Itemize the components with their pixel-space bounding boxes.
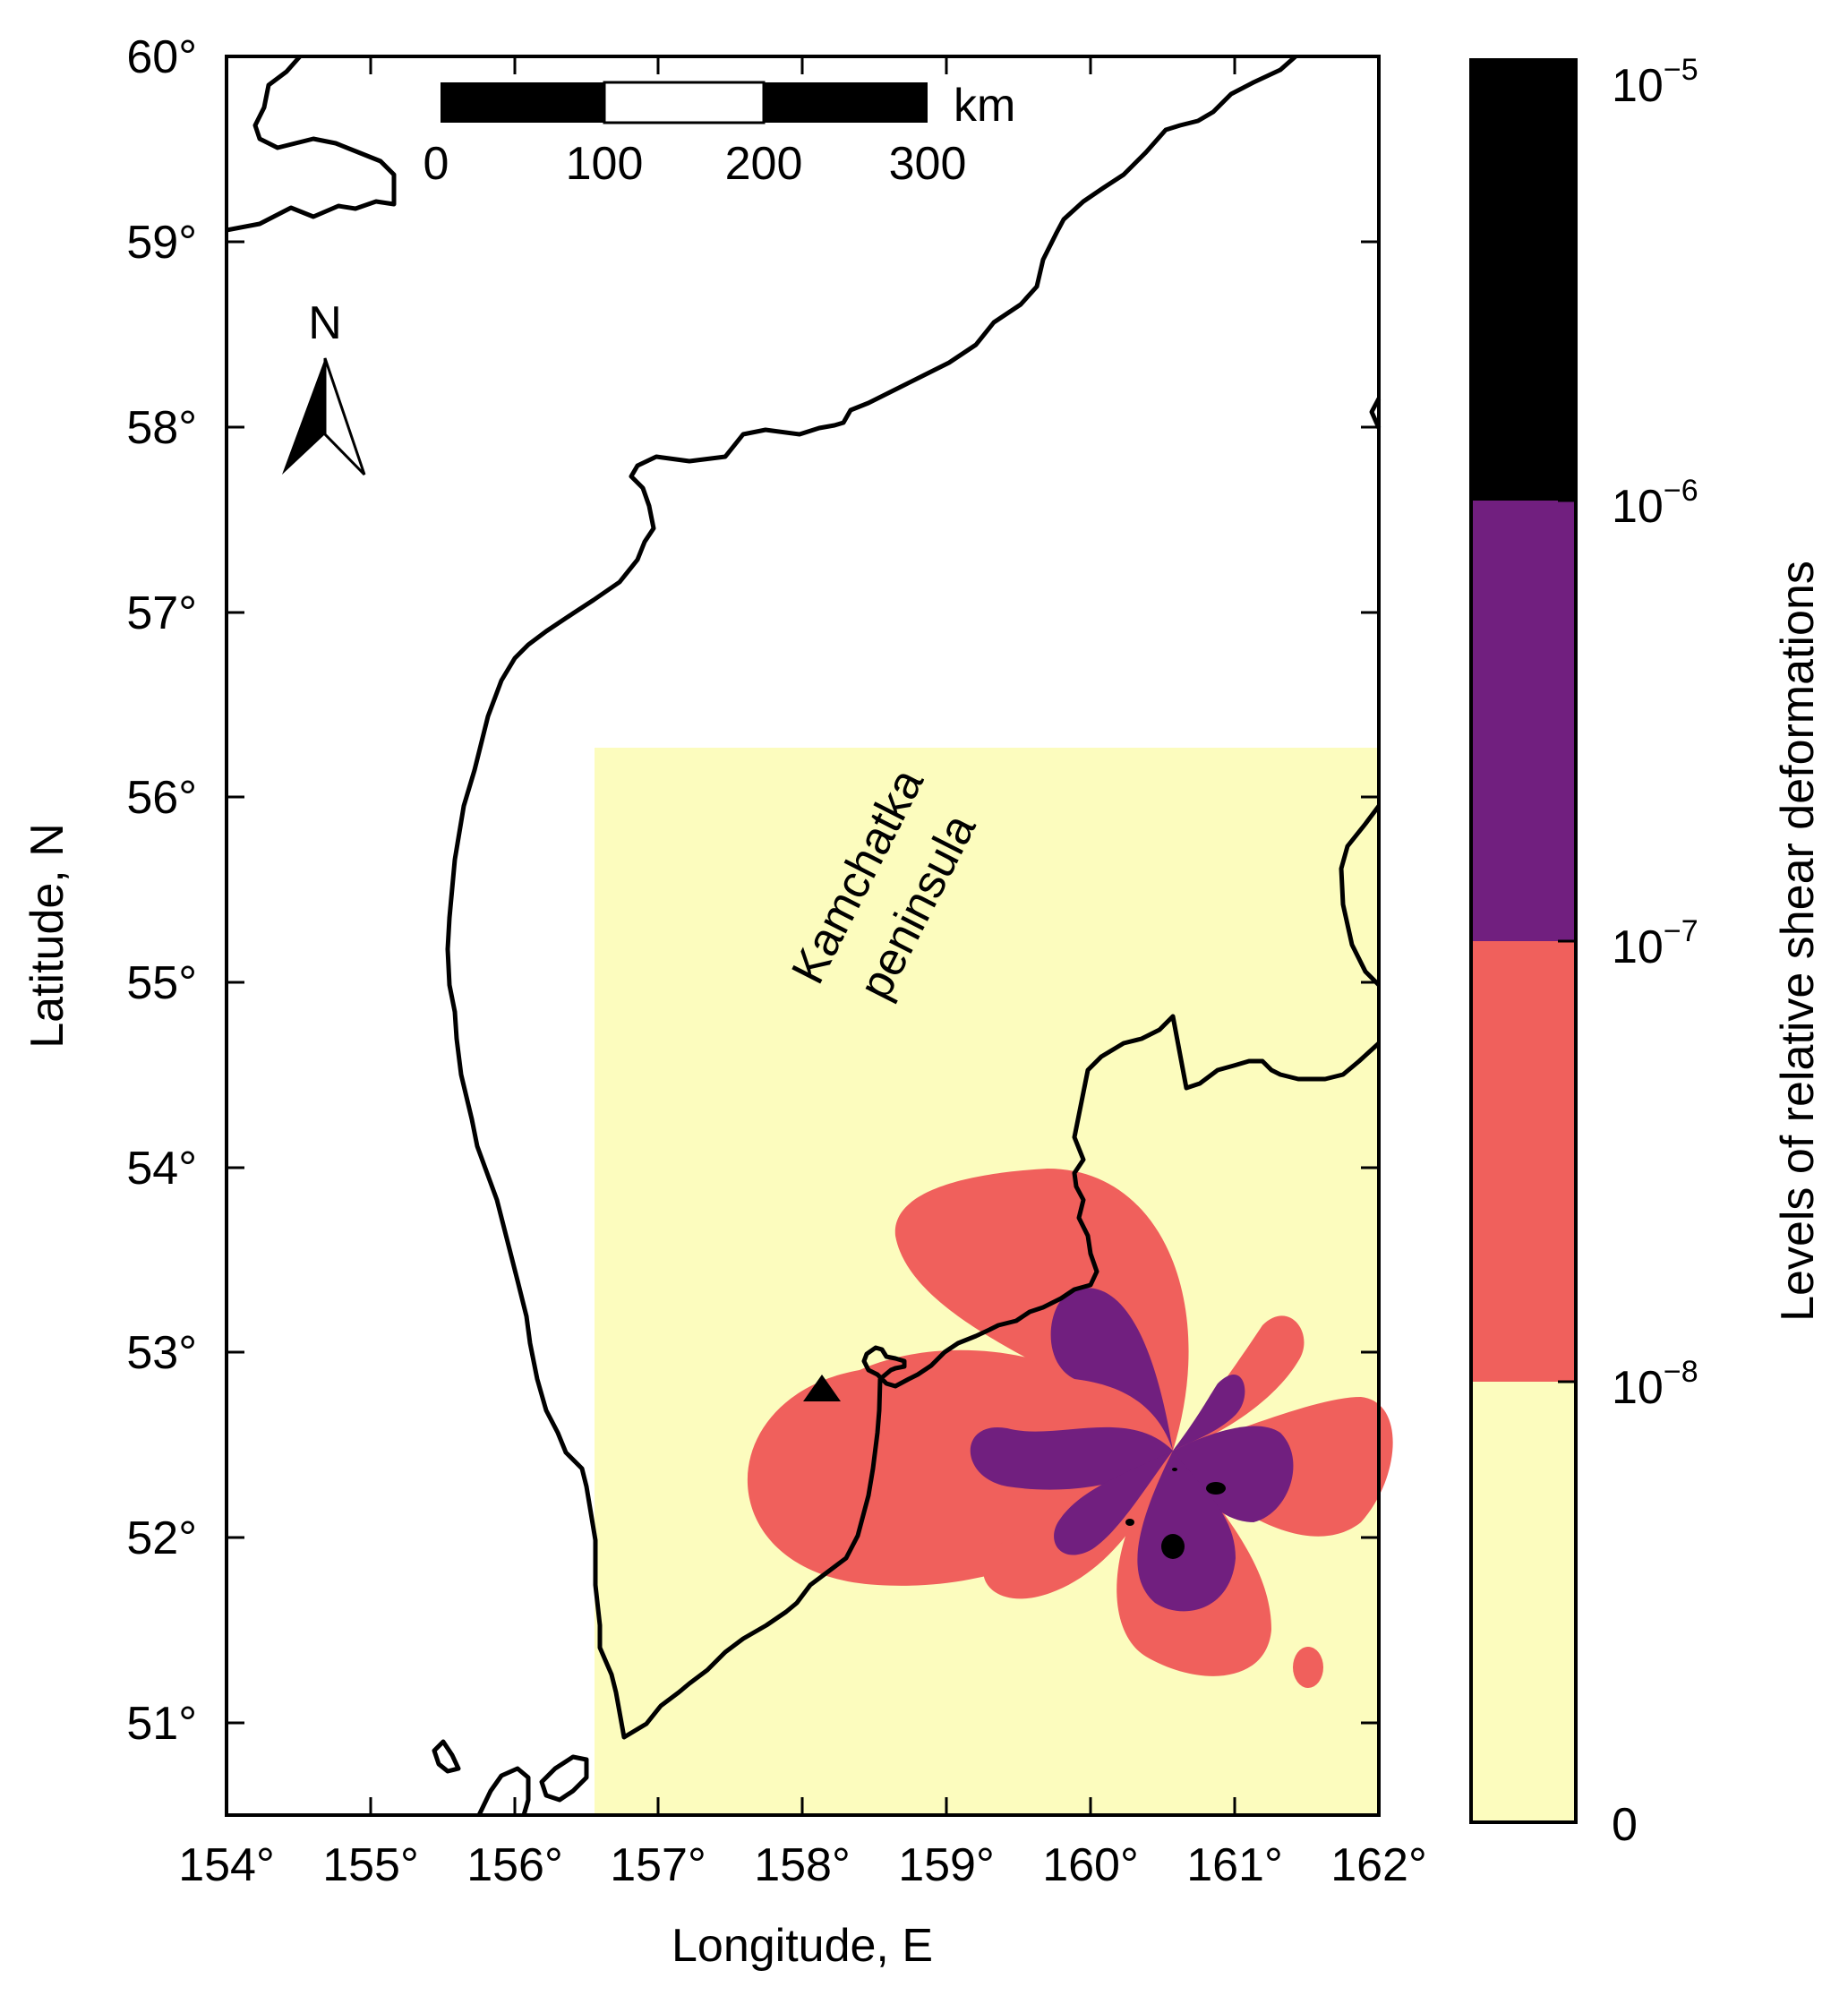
coastline xyxy=(226,55,1382,1817)
x-tick-label: 154° xyxy=(178,1839,275,1891)
x-tick-label: 162° xyxy=(1330,1839,1427,1891)
north-arrow-light-half xyxy=(323,357,366,476)
scale-tick-label: 300 xyxy=(889,138,967,190)
station-triangle-marker xyxy=(803,1375,841,1401)
y-axis-title: Latitude, N xyxy=(21,823,73,1049)
y-tick-label: 55° xyxy=(126,957,197,1009)
x-axis-title: Longitude, E xyxy=(672,1920,933,1972)
colorbar-swatch-1 xyxy=(1471,941,1576,1382)
level-1e-7-zone xyxy=(970,1288,1294,1612)
north-arrow-dark-half xyxy=(282,358,325,475)
scale-segment xyxy=(603,81,766,124)
y-tick-label: 59° xyxy=(126,217,197,269)
scale-segment xyxy=(764,82,928,123)
y-tick-label: 54° xyxy=(126,1143,197,1195)
x-tick-label: 158° xyxy=(754,1839,851,1891)
level-1e-6-zone xyxy=(1125,1468,1226,1559)
colorbar-level-label: 10−5 xyxy=(1612,53,1698,112)
x-tick-label: 157° xyxy=(610,1839,706,1891)
scale-tick-label: 100 xyxy=(566,138,644,190)
x-tick-labels: 154° 155° 156° 157° 158° 159° 160° 161° … xyxy=(178,1839,1427,1891)
y-tick-label: 51° xyxy=(126,1698,197,1750)
x-tick-label: 156° xyxy=(466,1839,563,1891)
y-tick-label: 56° xyxy=(126,772,197,824)
x-tick-label: 155° xyxy=(322,1839,419,1891)
scale-tick-label: 200 xyxy=(725,138,803,190)
north-arrow: N xyxy=(282,297,366,476)
colorbar-level-label: 10−6 xyxy=(1612,474,1698,533)
scale-bar: km 0 100 200 300 xyxy=(424,80,1016,190)
colorbar: 0 10−8 10−7 10−6 10−5 Levels of relative… xyxy=(1469,53,1824,1851)
colorbar-level-label: 10−7 xyxy=(1612,914,1698,973)
colorbar-title: Levels of relative shear deformations xyxy=(1772,561,1824,1322)
y-tick-label: 52° xyxy=(126,1512,197,1564)
scale-segment xyxy=(441,82,604,123)
y-tick-label: 60° xyxy=(126,31,197,83)
colorbar-level-label: 10−8 xyxy=(1612,1355,1698,1414)
colorbar-level-label: 0 xyxy=(1612,1799,1638,1851)
colorbar-swatch-0 xyxy=(1471,1382,1576,1822)
axis-ticks xyxy=(227,56,1379,1815)
x-tick-label: 159° xyxy=(898,1839,995,1891)
y-tick-label: 53° xyxy=(126,1327,197,1379)
colorbar-swatch-3 xyxy=(1471,60,1576,501)
scale-tick-label: 0 xyxy=(424,138,449,190)
x-tick-label: 160° xyxy=(1042,1839,1139,1891)
y-tick-labels: 51° 52° 53° 54° 55° 56° 57° 58° 59° 60° xyxy=(126,31,197,1750)
colorbar-swatch-2 xyxy=(1471,501,1576,941)
north-label: N xyxy=(308,297,342,349)
y-tick-label: 58° xyxy=(126,402,197,454)
x-tick-label: 161° xyxy=(1186,1839,1283,1891)
scale-unit: km xyxy=(954,80,1015,132)
y-tick-label: 57° xyxy=(126,587,197,639)
